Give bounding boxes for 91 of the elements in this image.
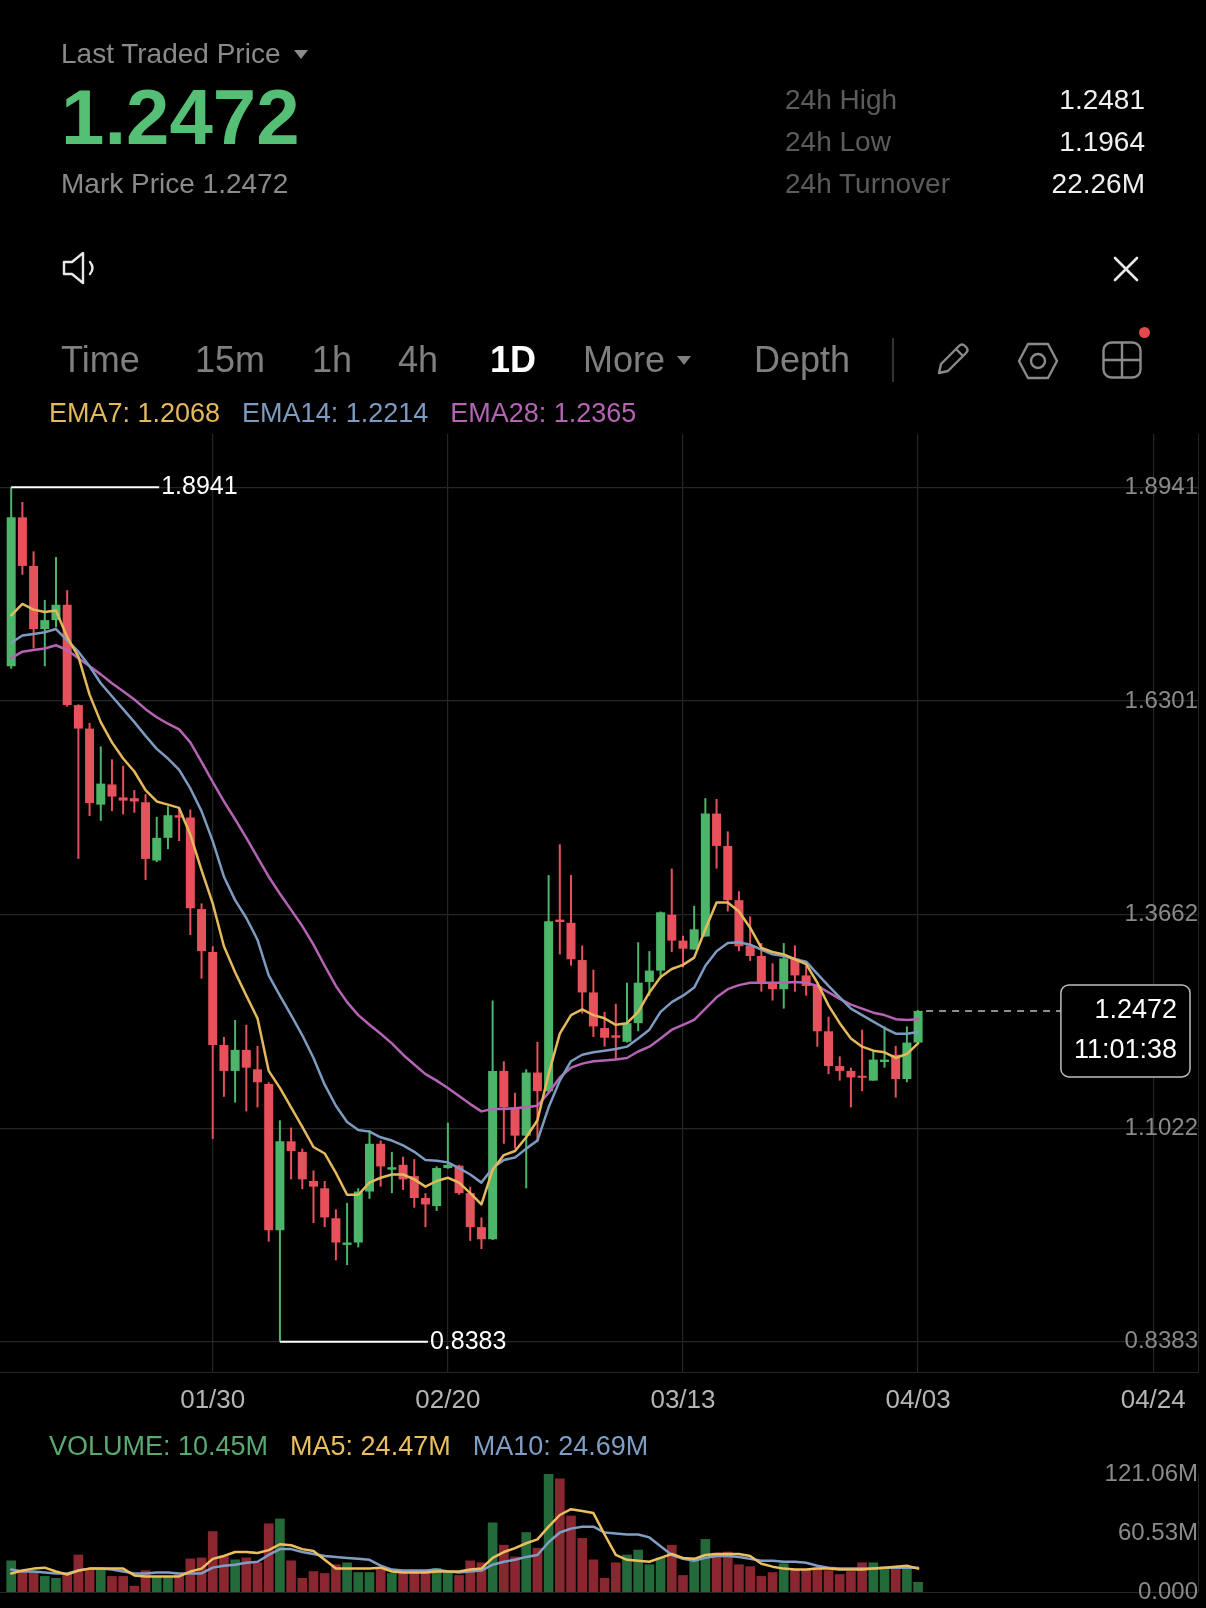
text: 24h Low xyxy=(785,125,891,159)
text: Depth xyxy=(754,339,851,381)
bar xyxy=(387,1573,397,1592)
annotation: 0.8383 xyxy=(429,1325,507,1354)
text: MA10: 24.69M xyxy=(472,1431,649,1462)
bar xyxy=(823,1570,834,1592)
y-tick-label: 121.06M xyxy=(1104,1458,1198,1486)
bar xyxy=(767,1572,778,1592)
candlestick xyxy=(476,1216,486,1250)
y-tick-label: 0.8383 xyxy=(1124,1326,1198,1354)
candlestick xyxy=(857,1028,867,1093)
text: VOLUME: 10.45M xyxy=(49,1431,269,1462)
candlestick xyxy=(387,1150,397,1195)
bar xyxy=(375,1567,386,1592)
candlestick xyxy=(835,1055,845,1082)
text: EMA7: 1.2068 xyxy=(49,398,221,429)
candlestick xyxy=(745,915,755,962)
text: EMA28: 1.2365 xyxy=(450,398,637,429)
bar xyxy=(95,1568,106,1592)
bar xyxy=(778,1563,789,1592)
text: Last Traded Price xyxy=(61,37,281,71)
text: 1D xyxy=(490,339,537,381)
candlestick xyxy=(420,1192,430,1229)
bar xyxy=(230,1559,240,1592)
y-tick-label: 1.1022 xyxy=(1124,1112,1198,1140)
candlestick xyxy=(40,598,50,668)
bar xyxy=(868,1562,879,1592)
y-tick-label: 0.000 xyxy=(1137,1576,1198,1604)
text: 1.2472 xyxy=(61,73,300,163)
bar xyxy=(588,1559,599,1592)
candlestick xyxy=(678,934,688,969)
candlestick xyxy=(253,1044,263,1109)
candlestick xyxy=(309,1169,318,1225)
bar xyxy=(610,1562,621,1592)
candlestick xyxy=(600,1010,610,1048)
y-tick-label: 1.8941 xyxy=(1124,471,1198,499)
candlestick xyxy=(152,815,162,864)
text: EMA14: 1.2214 xyxy=(242,398,429,429)
bar xyxy=(6,1560,17,1592)
bar xyxy=(689,1559,699,1592)
y-tick-label: 60.53M xyxy=(1117,1517,1198,1545)
x-tick-label: 01/30 xyxy=(180,1383,246,1414)
x-tick-label: 03/13 xyxy=(650,1383,716,1414)
x-tick-label: 04/03 xyxy=(885,1383,951,1414)
bar xyxy=(129,1585,140,1592)
annotation: 1.8941 xyxy=(161,471,238,500)
bar xyxy=(263,1523,274,1592)
text: 15m xyxy=(195,339,266,381)
text: 22.26M xyxy=(1051,167,1145,201)
candlestick xyxy=(118,764,128,816)
bar xyxy=(364,1572,375,1592)
x-tick-label: 04/24 xyxy=(1120,1383,1186,1414)
ref-line-label: 1.2472 11:01:38 xyxy=(1073,994,1177,1065)
text: MA5: 24.47M xyxy=(290,1431,451,1462)
text: 24h High xyxy=(785,83,898,117)
bar xyxy=(890,1568,901,1592)
bar xyxy=(275,1518,285,1592)
text: Mark Price 1.2472 xyxy=(61,167,289,201)
candlestick xyxy=(129,789,139,814)
text: More xyxy=(583,339,666,381)
candlestick xyxy=(611,1002,621,1061)
text: Time xyxy=(61,339,140,381)
bar xyxy=(308,1571,319,1592)
bar xyxy=(644,1564,655,1592)
text: 24h Turnover xyxy=(785,167,950,201)
candlestick xyxy=(622,981,632,1044)
bar xyxy=(241,1557,252,1592)
candlestick xyxy=(644,950,654,997)
bar xyxy=(521,1532,532,1592)
bar xyxy=(599,1578,610,1592)
candlestick xyxy=(846,1066,856,1109)
candlestick xyxy=(241,1023,251,1113)
candlestick xyxy=(96,745,106,822)
candlestick xyxy=(163,805,173,851)
text: 1.2481 xyxy=(1059,83,1145,117)
bar xyxy=(756,1576,767,1592)
text: 1h xyxy=(312,339,353,381)
bar xyxy=(443,1571,453,1592)
candlestick xyxy=(689,904,699,951)
candlestick xyxy=(73,703,83,860)
text: 1.1964 xyxy=(1059,125,1145,159)
y-tick-label: 1.3662 xyxy=(1124,899,1198,927)
text: 4h xyxy=(398,339,439,381)
x-tick-label: 02/20 xyxy=(415,1383,481,1414)
candlestick xyxy=(107,758,117,813)
y-tick-label: 1.6301 xyxy=(1124,685,1198,713)
candlestick xyxy=(443,1121,453,1170)
candlestick xyxy=(376,1139,386,1188)
candlestick xyxy=(286,1126,296,1181)
candlestick xyxy=(230,1018,240,1104)
bar xyxy=(252,1562,263,1592)
